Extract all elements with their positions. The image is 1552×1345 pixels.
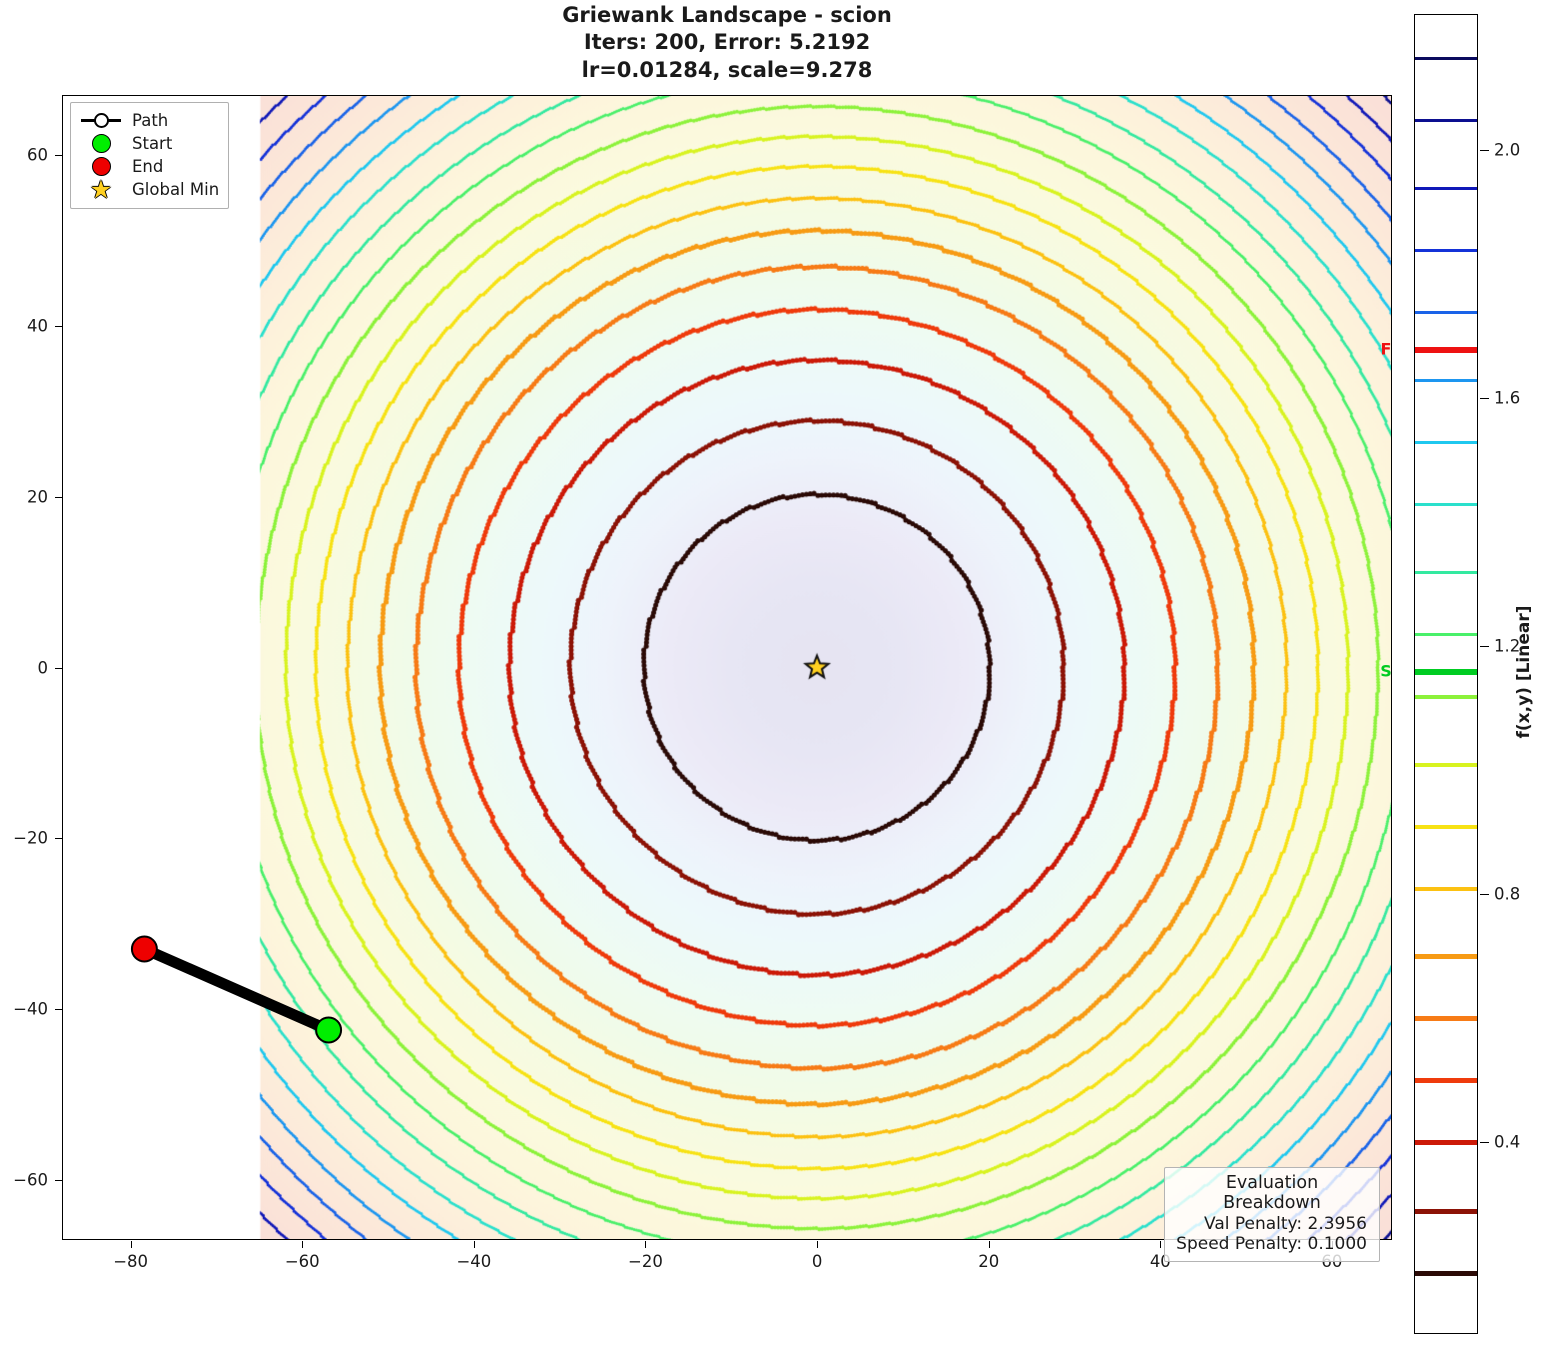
legend-label-path: Path: [132, 111, 169, 130]
colorbar-tick-label: 1.2: [1494, 636, 1521, 656]
colorbar-tick: [1480, 398, 1489, 400]
colorbar-tick-label: 0.4: [1494, 1132, 1521, 1152]
path-start-marker: [315, 1016, 343, 1044]
evaluation-breakdown-title: Evaluation Breakdown: [1223, 1173, 1321, 1213]
colorbar-level-line: [1415, 310, 1477, 315]
colorbar-level-line: [1415, 1208, 1477, 1214]
y-axis-tick-label: −40: [13, 999, 48, 1019]
colorbar-level-line: [1415, 886, 1477, 891]
colorbar-level-line: [1415, 56, 1477, 60]
path-line-icon: [78, 110, 124, 132]
x-axis-tick: [988, 1241, 990, 1248]
contour-plot-canvas: [63, 96, 1391, 1239]
chart-title-line-1: Griewank Landscape - scion: [562, 3, 892, 27]
legend-item-end: End: [78, 155, 219, 178]
colorbar-level-line: [1415, 824, 1477, 829]
y-axis-tick: [55, 325, 62, 327]
colorbar: [1414, 14, 1478, 1334]
colorbar-level-line: [1415, 694, 1477, 699]
x-axis-tick: [645, 1241, 647, 1248]
x-axis-tick: [473, 1241, 475, 1248]
colorbar-tick: [1480, 150, 1489, 152]
path-line: [138, 943, 335, 1036]
colorbar-tick: [1480, 894, 1489, 895]
colorbar-label: f(x,y) [Linear]: [1514, 605, 1534, 739]
chart-title-line-3: lr=0.01284, scale=9.278: [581, 57, 873, 82]
speed-penalty-row: Speed Penalty: 0.1000: [1176, 1234, 1367, 1254]
y-axis-tick: [55, 1180, 62, 1182]
start-dot-icon: [78, 133, 124, 155]
colorbar-tick-label: 0.8: [1494, 884, 1521, 904]
y-axis-tick-label: 0: [37, 658, 49, 677]
colorbar-level-line: [1415, 633, 1477, 637]
colorbar-tick: [1480, 1141, 1489, 1143]
legend-item-path: Path: [78, 109, 219, 132]
colorbar-level-line: [1415, 571, 1477, 575]
x-axis-tick: [302, 1241, 304, 1248]
colorbar-end-marker: F: [1380, 339, 1392, 359]
y-axis-tick: [55, 154, 62, 156]
x-axis-tick-label: −60: [284, 1252, 320, 1271]
x-axis-tick: [130, 1241, 132, 1248]
colorbar-end-line: [1415, 346, 1477, 353]
x-axis-tick: [817, 1241, 819, 1248]
colorbar-level-line: [1415, 186, 1477, 191]
x-axis-tick-label: −80: [113, 1252, 149, 1271]
colorbar-level-line: [1415, 1016, 1477, 1022]
y-axis-tick: [55, 667, 62, 669]
x-axis-tick-label: 20: [978, 1252, 1000, 1271]
y-axis-tick-label: −60: [13, 1170, 48, 1190]
legend-label-global-min: Global Min: [132, 180, 220, 199]
x-axis-tick-label: 0: [811, 1252, 823, 1271]
x-axis-tick: [1160, 1241, 1162, 1248]
y-axis-tick-label: 20: [27, 487, 48, 507]
y-axis-tick-label: −20: [13, 828, 48, 848]
legend-item-global-min: ★ Global Min: [78, 175, 220, 204]
legend-label-start: Start: [132, 134, 173, 153]
y-axis-tick: [55, 496, 62, 498]
colorbar-tick-label: 1.6: [1494, 388, 1521, 408]
colorbar-tick: [1480, 646, 1489, 648]
evaluation-breakdown-box: Evaluation Breakdown Val Penalty: 2.3956…: [1164, 1167, 1380, 1262]
colorbar-level-line: [1415, 954, 1477, 960]
x-axis-tick-label: −20: [628, 1252, 663, 1271]
y-axis-tick-label: 40: [27, 316, 48, 336]
y-axis-tick-label: 60: [27, 145, 48, 165]
colorbar-start-line: [1415, 668, 1477, 675]
chart-title: Griewank Landscape - scion Iters: 200, E…: [62, 2, 1392, 84]
colorbar-level-line: [1415, 502, 1477, 507]
y-axis-tick: [55, 1009, 62, 1011]
chart-title-line-2: Iters: 200, Error: 5.2192: [583, 30, 871, 55]
x-axis-tick-label: −40: [456, 1252, 492, 1271]
val-penalty-row: Val Penalty: 2.3956: [1204, 1214, 1367, 1234]
colorbar-level-line: [1415, 441, 1477, 445]
colorbar-tick-label: 2.0: [1494, 140, 1521, 160]
colorbar-level-line: [1415, 1078, 1477, 1084]
legend-label-end: End: [132, 157, 164, 176]
star-icon: ★: [89, 175, 113, 204]
y-axis-tick: [55, 838, 62, 840]
colorbar-start-marker: S: [1380, 661, 1392, 681]
end-dot-icon: [78, 156, 124, 178]
colorbar-level-line: [1415, 1140, 1477, 1146]
plot-legend: Path Start End ★ Global Min: [70, 102, 230, 209]
colorbar-level-line: [1415, 248, 1477, 253]
colorbar-level-line: [1415, 1270, 1477, 1276]
colorbar-level-line: [1415, 762, 1477, 767]
colorbar-level-line: [1415, 379, 1477, 383]
plot-area: [62, 95, 1392, 1240]
legend-item-start: Start: [78, 132, 219, 155]
colorbar-level-line: [1415, 118, 1477, 122]
path-end-marker: [130, 935, 158, 963]
optimization-path-overlay: [130, 935, 343, 1044]
